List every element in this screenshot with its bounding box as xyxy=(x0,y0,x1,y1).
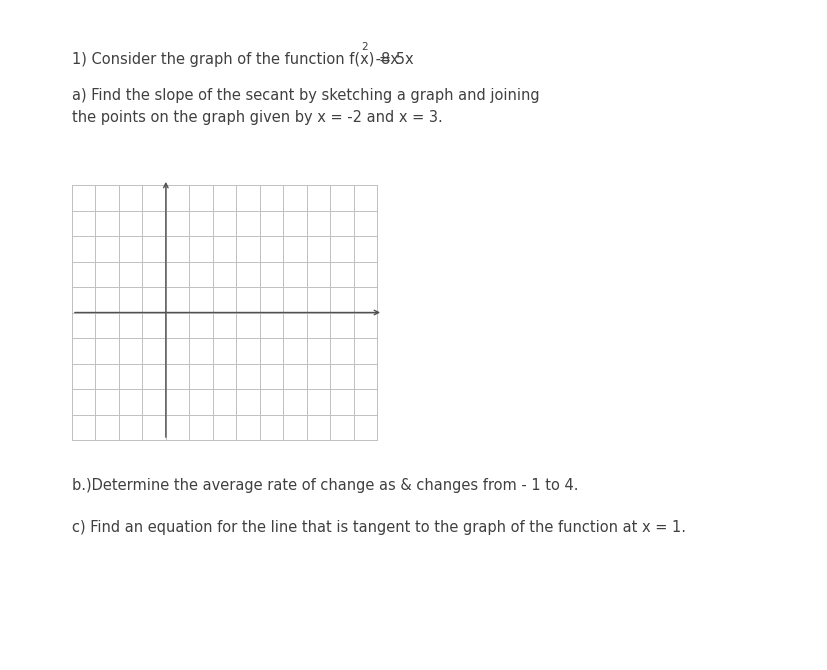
Text: b.)Determine the average rate of change as & changes from - 1 to 4.: b.)Determine the average rate of change … xyxy=(72,478,578,493)
Text: c) Find an equation for the line that is tangent to the graph of the function at: c) Find an equation for the line that is… xyxy=(72,520,686,535)
Text: the points on the graph given by x = -2 and x = 3.: the points on the graph given by x = -2 … xyxy=(72,110,442,125)
Text: 1) Consider the graph of the function f(x) = 5x: 1) Consider the graph of the function f(… xyxy=(72,52,414,67)
Text: 2: 2 xyxy=(361,42,367,52)
Text: -8x: -8x xyxy=(370,52,399,67)
Text: a) Find the slope of the secant by sketching a graph and joining: a) Find the slope of the secant by sketc… xyxy=(72,88,539,103)
